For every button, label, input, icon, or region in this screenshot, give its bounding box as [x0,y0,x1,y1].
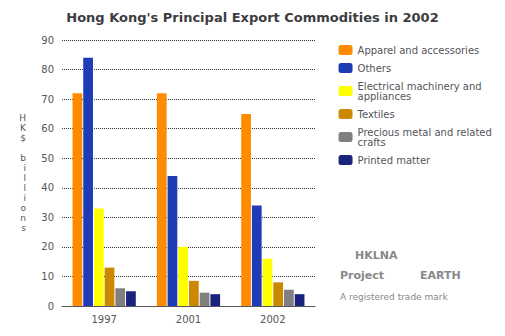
svg-text:50: 50 [41,153,54,164]
svg-text:appliances: appliances [358,91,412,102]
svg-text:i: i [23,163,26,173]
svg-text:Textiles: Textiles [357,109,395,120]
svg-text:o: o [20,203,26,213]
svg-text:l: l [23,183,26,193]
svg-text:EARTH: EARTH [420,269,461,282]
svg-text:K: K [20,123,27,133]
svg-text:70: 70 [41,94,54,105]
svg-text:Project: Project [340,269,384,282]
svg-text:Others: Others [358,63,392,74]
svg-text:2001: 2001 [176,314,201,325]
svg-text:HKLNA: HKLNA [355,249,398,262]
svg-text:crafts: crafts [358,137,386,148]
svg-text:80: 80 [41,64,54,75]
svg-text:Printed matter: Printed matter [358,155,432,166]
svg-text:l: l [23,173,26,183]
svg-text:90: 90 [41,35,54,46]
svg-text:20: 20 [41,241,54,252]
svg-text:60: 60 [41,123,54,134]
svg-text:s: s [21,223,26,233]
svg-text:n: n [20,213,26,223]
svg-text:30: 30 [41,212,54,223]
svg-text:i: i [23,193,26,203]
svg-text:40: 40 [41,182,54,193]
svg-text:$: $ [20,133,26,143]
svg-text:2002: 2002 [260,314,285,325]
svg-text:Apparel and accessories: Apparel and accessories [358,45,480,56]
svg-text:Precious metal and related: Precious metal and related [357,126,495,138]
svg-text:A registered trade mark: A registered trade mark [340,292,448,302]
svg-text:b: b [20,153,26,163]
svg-text:1997: 1997 [91,314,116,325]
svg-text:10: 10 [41,271,54,282]
svg-text:Hong Kong's Principal Export C: Hong Kong's Principal Export Commodities… [66,10,438,25]
svg-text:H: H [19,113,26,123]
svg-text:0: 0 [48,301,54,312]
svg-text:Electrical machinery and: Electrical machinery and [357,80,485,92]
